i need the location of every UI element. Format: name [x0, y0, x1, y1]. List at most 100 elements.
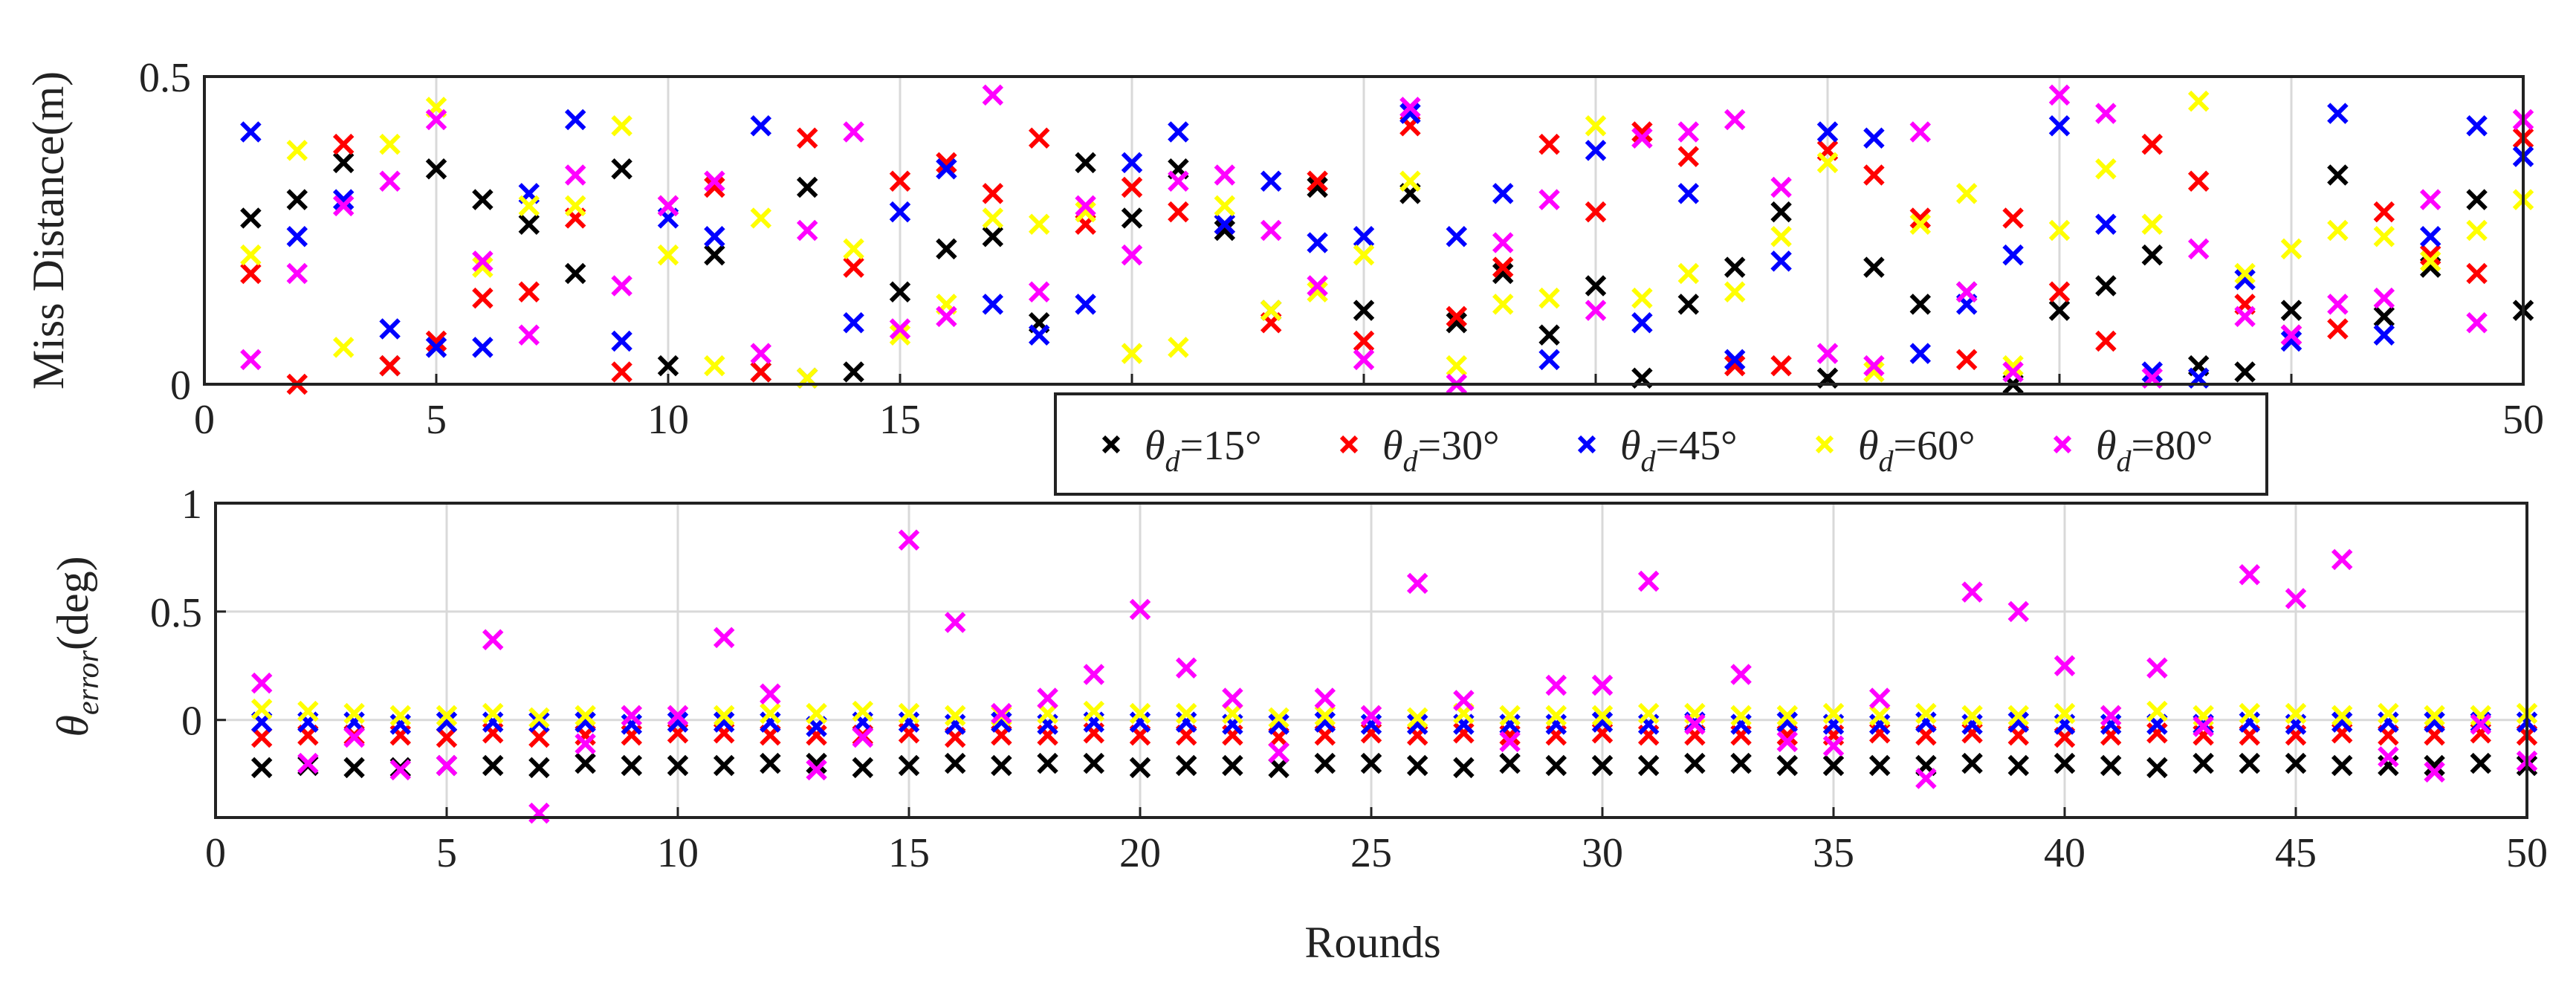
top-point-series-2: [518, 281, 540, 303]
top-point-series-5: [240, 349, 262, 371]
bottom-point-series-1: [667, 754, 689, 777]
bottom-point-series-5: [1776, 731, 1799, 753]
top-point-series-5: [2095, 103, 2117, 124]
top-point-series-5: [2327, 294, 2349, 315]
bottom-point-series-1: [2192, 752, 2214, 774]
top-point-series-2: [2466, 262, 2488, 285]
bottom-point-series-1: [806, 752, 827, 774]
top-point-series-1: [1214, 219, 1236, 242]
bottom-y-tick-label: 0: [181, 699, 202, 745]
bottom-x-tick-labels: 0 5 10 15 20 25 30 35 40 45 50: [205, 830, 2548, 876]
bottom-x-tick-label: 40: [2044, 830, 2085, 876]
top-point-series-5: [379, 170, 401, 192]
top-point-series-3: [332, 189, 355, 210]
bottom-point-series-5: [2146, 657, 2168, 679]
top-point-series-4: [982, 207, 1004, 229]
bottom-point-series-5: [760, 683, 781, 705]
top-point-series-5: [2419, 189, 2441, 210]
top-point-series-2: [1307, 170, 1328, 192]
top-point-series-1: [657, 355, 679, 377]
top-point-series-3: [1492, 183, 1514, 204]
bottom-point-series-1: [944, 752, 966, 774]
top-point-series-2: [332, 133, 355, 155]
top-point-series-5: [1631, 127, 1653, 149]
top-point-series-3: [2095, 213, 2117, 235]
bottom-y-axis-label: θerror(deg): [48, 556, 106, 737]
bottom-point-series-4: [343, 702, 365, 725]
top-point-series-1: [1353, 300, 1375, 321]
bottom-point-series-1: [1961, 752, 1983, 774]
top-x-tick-label: 15: [879, 397, 921, 443]
bottom-data-points: [250, 529, 2538, 824]
top-point-series-3: [1585, 140, 1607, 161]
top-point-series-4: [2327, 219, 2349, 242]
bottom-point-series-3: [2331, 711, 2353, 733]
top-point-series-1: [286, 189, 308, 210]
top-point-series-5: [1724, 109, 1746, 131]
bottom-point-series-5: [2054, 655, 2076, 677]
bottom-point-series-1: [898, 754, 920, 777]
top-point-series-3: [2048, 114, 2071, 137]
bottom-point-series-5: [343, 726, 365, 748]
top-point-series-4: [1816, 152, 1839, 174]
bottom-point-series-4: [2424, 705, 2445, 727]
top-panel: 0 5 10 15 50 00.5 Miss Distance(m): [24, 55, 2544, 443]
top-point-series-2: [379, 355, 401, 377]
top-point-series-4: [1538, 287, 1560, 309]
bottom-point-series-4: [250, 698, 273, 720]
legend-label-5: θd=80°: [2096, 423, 2213, 478]
top-point-series-2: [936, 152, 957, 174]
bottom-point-series-1: [760, 752, 781, 774]
top-point-series-3: [2327, 103, 2349, 124]
legend-label-2: θd=30°: [1382, 423, 1500, 478]
top-point-series-5: [657, 195, 679, 217]
top-point-series-4: [1492, 294, 1514, 315]
top-point-series-4: [1353, 244, 1375, 266]
bottom-point-series-3: [1591, 711, 1614, 733]
top-point-series-4: [1955, 183, 1978, 204]
bottom-point-series-4: [1406, 707, 1428, 729]
bottom-point-series-5: [1730, 664, 1752, 685]
top-point-series-4: [889, 324, 911, 346]
bottom-x-tick-label: 0: [205, 830, 226, 876]
top-point-series-4: [1909, 213, 1932, 235]
top-point-series-5: [1770, 176, 1792, 198]
top-point-series-3: [936, 158, 957, 180]
bottom-point-series-4: [1037, 702, 1058, 725]
bottom-point-series-1: [2285, 752, 2307, 774]
bottom-point-series-4: [1730, 705, 1752, 727]
top-point-series-3: [1168, 121, 1189, 143]
bottom-point-series-5: [2470, 713, 2492, 735]
bottom-point-series-5: [1222, 687, 1243, 709]
top-point-series-1: [1492, 262, 1514, 285]
top-point-series-1: [1770, 201, 1792, 223]
top-point-series-1: [2095, 275, 2117, 297]
top-point-series-1: [472, 189, 493, 210]
bottom-y-label-unit: (deg): [48, 556, 97, 650]
top-point-series-4: [1075, 201, 1096, 223]
top-x-tick-label: 10: [647, 397, 689, 443]
top-point-series-3: [240, 121, 262, 143]
bottom-point-series-5: [667, 705, 689, 727]
top-point-series-2: [1353, 330, 1375, 352]
bottom-point-series-3: [1268, 713, 1289, 735]
top-point-series-4: [2234, 262, 2256, 285]
bottom-point-series-1: [1314, 752, 1336, 774]
top-point-series-2: [1121, 176, 1143, 198]
top-point-series-5: [611, 275, 632, 297]
top-x-tick-label: 0: [194, 397, 215, 443]
top-point-series-5: [1121, 244, 1143, 266]
bottom-point-series-5: [1406, 572, 1428, 595]
top-point-series-2: [2327, 318, 2349, 340]
top-point-series-1: [2466, 189, 2488, 210]
top-point-series-3: [1260, 170, 1282, 192]
top-point-series-4: [2280, 238, 2302, 260]
bottom-point-series-5: [1961, 581, 1983, 603]
bottom-point-series-3: [2424, 711, 2445, 733]
top-point-series-4: [1307, 281, 1328, 303]
bottom-point-series-4: [760, 702, 781, 725]
top-point-series-5: [750, 343, 772, 364]
top-point-series-4: [704, 355, 725, 377]
bottom-point-series-1: [1730, 752, 1752, 774]
